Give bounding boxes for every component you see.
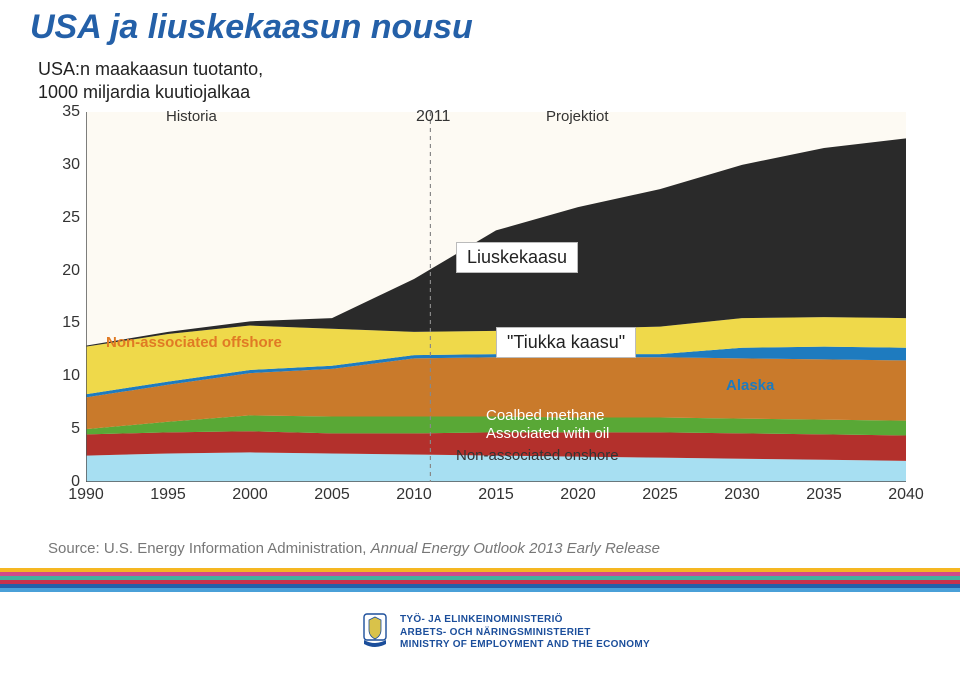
x-axis-labels: 1990199520002005201020152020202520302035… — [86, 486, 906, 508]
chart-plot: Historia 2011 Projektiot Liuskekaasu "Ti… — [86, 112, 906, 482]
y-tick: 5 — [71, 420, 80, 438]
stripe-bar — [0, 568, 960, 592]
x-tick: 2000 — [232, 486, 268, 504]
y-tick: 35 — [62, 103, 80, 121]
coalbed-label: Coalbed methane — [486, 407, 604, 424]
liuskekaasu-box: Liuskekaasu — [456, 242, 578, 273]
x-tick: 2035 — [806, 486, 842, 504]
page-title: USA ja liuskekaasun nousu — [30, 8, 473, 47]
y-tick: 20 — [62, 262, 80, 280]
x-tick: 2005 — [314, 486, 350, 504]
chart-container: 05101520253035 Historia 2011 Projektiot … — [48, 112, 908, 512]
subtitle-line1: USA:n maakaasun tuotanto, — [38, 59, 263, 79]
page: USA ja liuskekaasun nousu USA:n maakaasu… — [0, 0, 960, 674]
y-tick: 25 — [62, 209, 80, 227]
x-tick: 2030 — [724, 486, 760, 504]
crest-icon — [360, 612, 390, 648]
subtitle: USA:n maakaasun tuotanto, 1000 miljardia… — [38, 58, 263, 103]
onshore-label: Non-associated onshore — [456, 447, 619, 464]
x-tick: 1990 — [68, 486, 104, 504]
divider-year-label: 2011 — [416, 108, 450, 126]
ministry-l2: ARBETS- OCH NÄRINGSMINISTERIET — [400, 627, 591, 638]
y-tick: 30 — [62, 156, 80, 174]
x-tick: 2015 — [478, 486, 514, 504]
x-tick: 1995 — [150, 486, 186, 504]
offshore-label: Non-associated offshore — [106, 334, 282, 351]
x-tick: 2040 — [888, 486, 924, 504]
source-italic: Annual Energy Outlook 2013 Early Release — [371, 540, 660, 557]
y-tick: 15 — [62, 314, 80, 332]
source-text: Source: U.S. Energy Information Administ… — [48, 540, 660, 557]
x-tick: 2020 — [560, 486, 596, 504]
x-tick: 2025 — [642, 486, 678, 504]
y-tick: 10 — [62, 367, 80, 385]
x-tick: 2010 — [396, 486, 432, 504]
subtitle-line2: 1000 miljardia kuutiojalkaa — [38, 82, 250, 102]
alaska-label: Alaska — [726, 377, 774, 394]
ministry-l1: TYÖ- JA ELINKEINOMINISTERIÖ — [400, 614, 563, 625]
y-axis-labels: 05101520253035 — [48, 112, 82, 482]
source-prefix: Source: U.S. Energy Information Administ… — [48, 540, 371, 557]
ministry-text: TYÖ- JA ELINKEINOMINISTERIÖ ARBETS- OCH … — [400, 614, 650, 652]
tiukka-box: "Tiukka kaasu" — [496, 327, 636, 358]
history-label: Historia — [166, 108, 217, 125]
assoc-oil-label: Associated with oil — [486, 425, 609, 442]
projection-label: Projektiot — [546, 108, 609, 125]
ministry-l3: MINISTRY OF EMPLOYMENT AND THE ECONOMY — [400, 639, 650, 650]
decorative-stripe — [0, 588, 960, 592]
